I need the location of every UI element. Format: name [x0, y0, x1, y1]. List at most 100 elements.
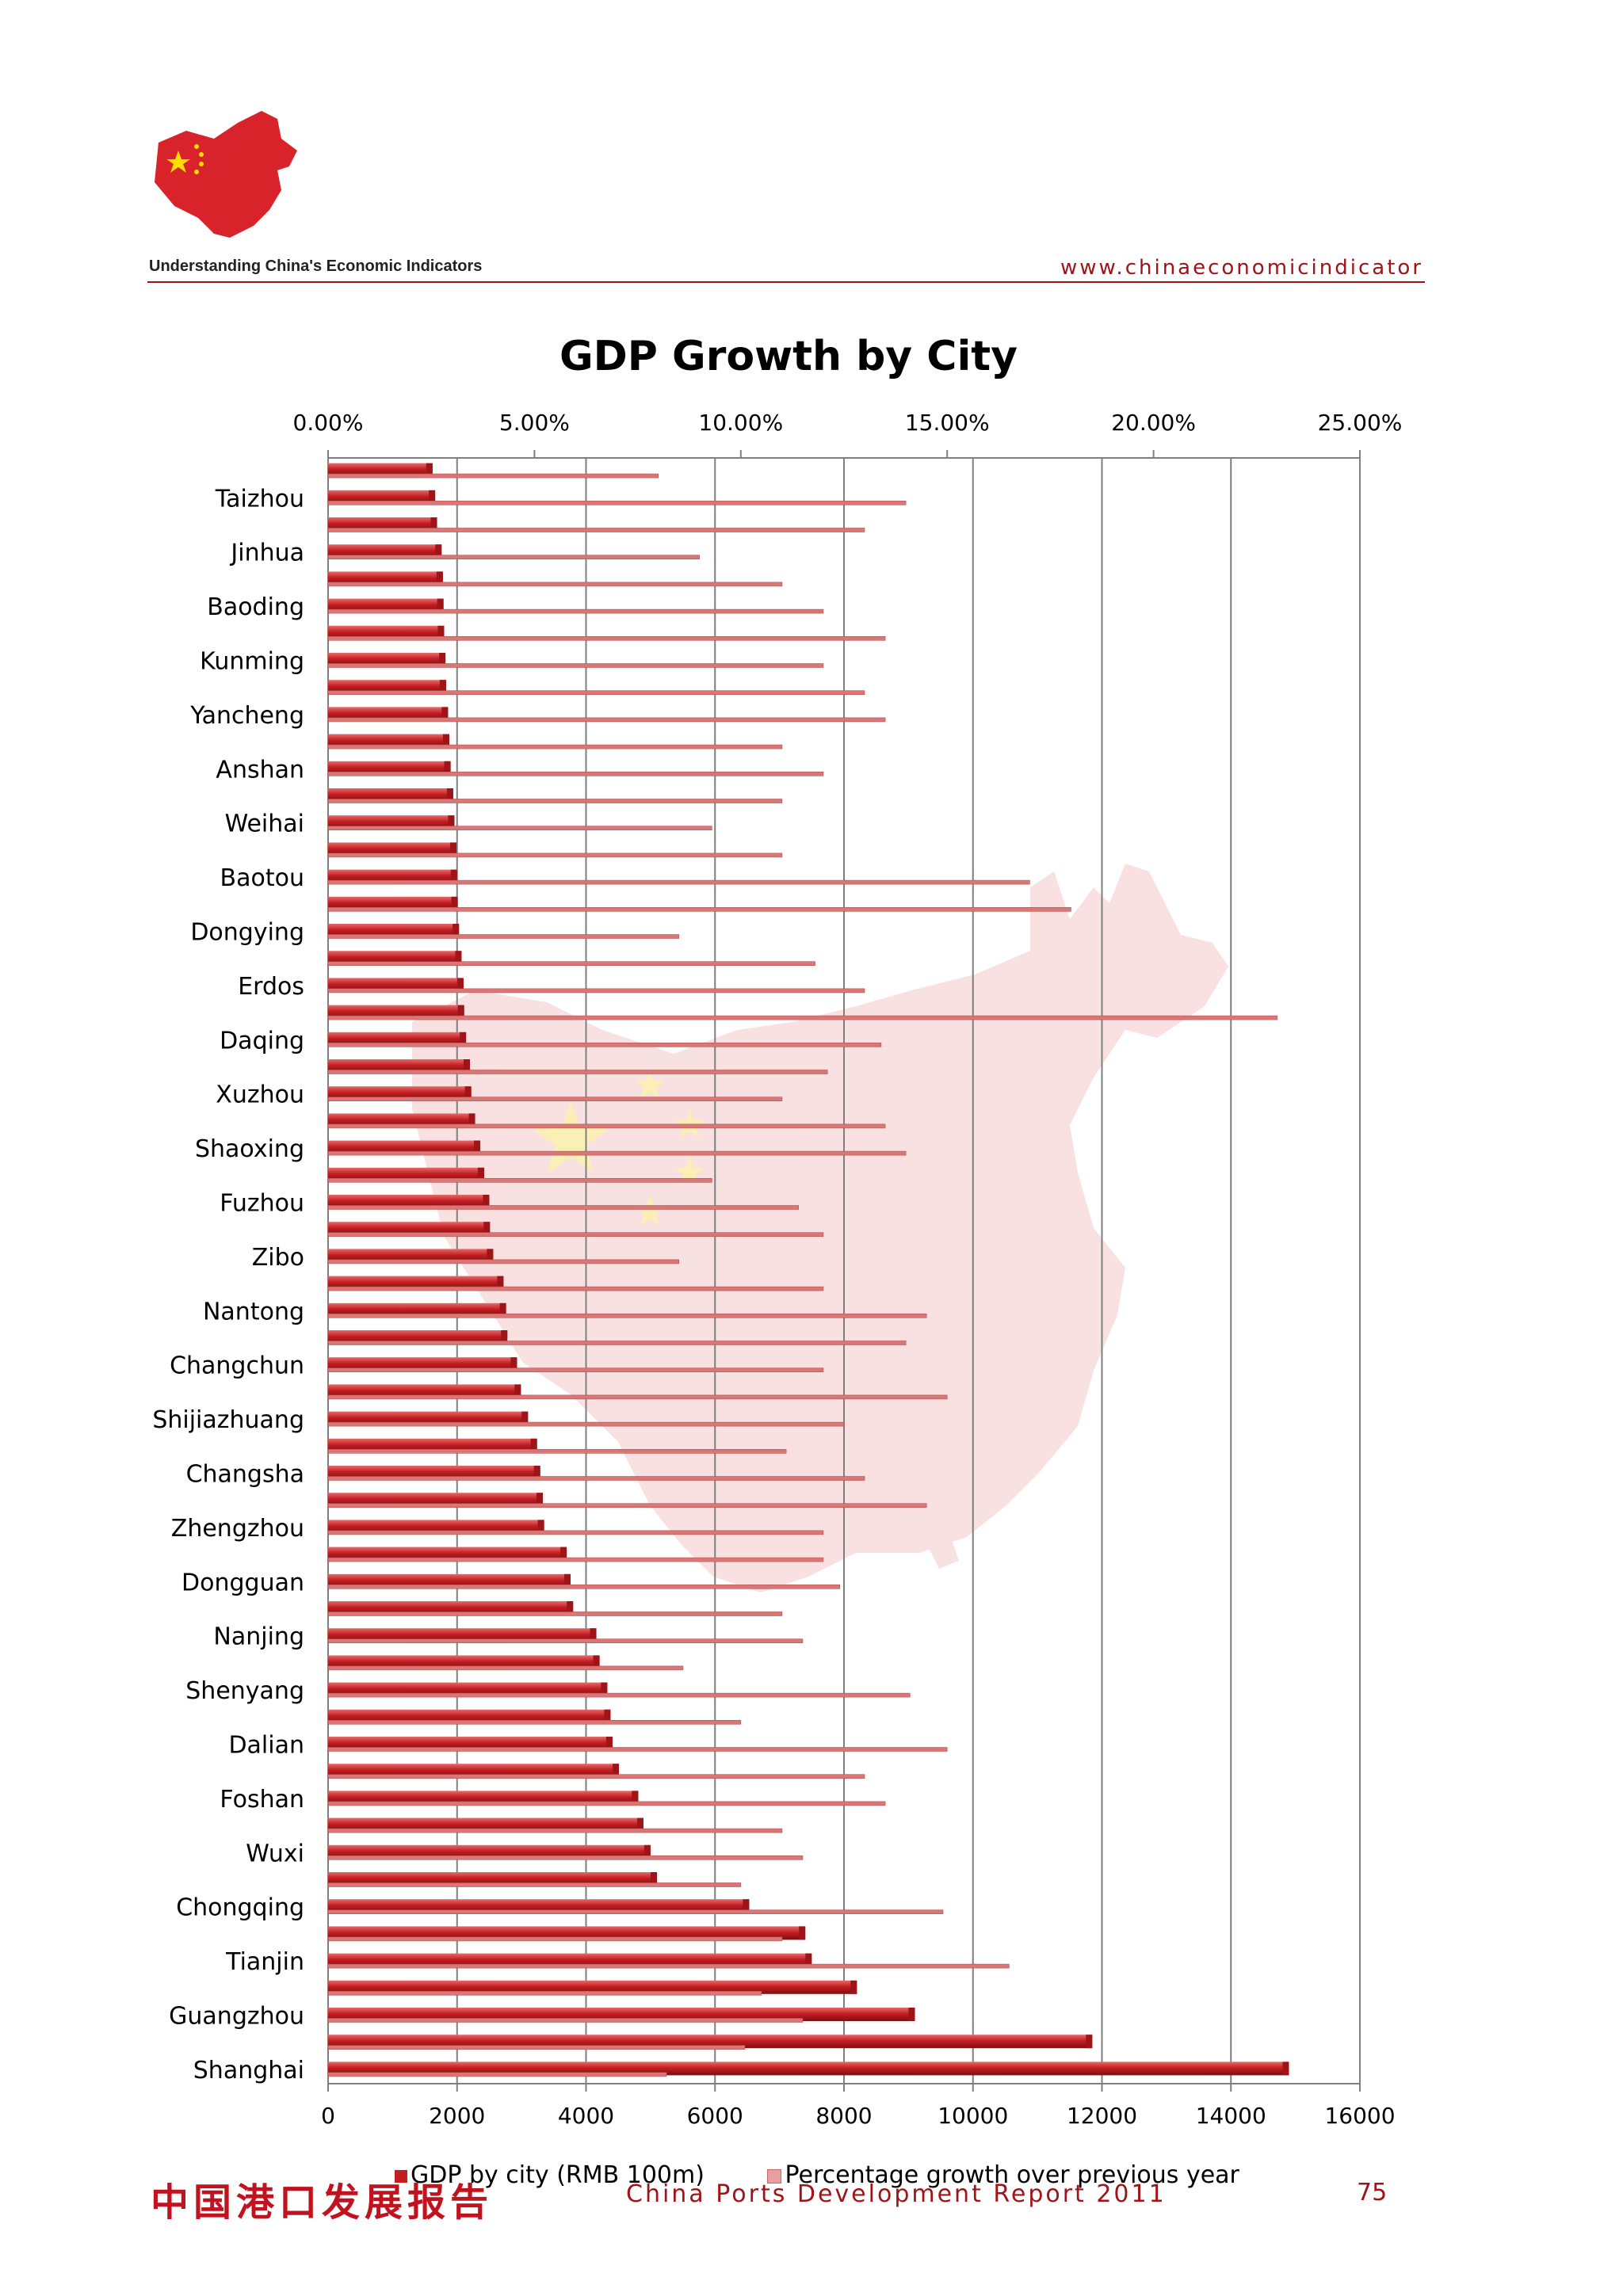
gdp-bar: [328, 680, 446, 694]
growth-bar: [327, 473, 659, 479]
gdp-bar-end-cap: [436, 571, 443, 585]
growth-bar: [327, 608, 824, 614]
gdp-bar: [328, 517, 437, 531]
gdp-bar: [328, 1737, 613, 1750]
flag-small-star-watermark: [635, 1196, 665, 1226]
chart-legend: GDP by city (RMB 100m) Percentage growth…: [395, 2161, 1295, 2189]
growth-bar: [327, 1178, 712, 1183]
growth-bar: [327, 1314, 927, 1318]
category-label: Shaoxing: [195, 1135, 304, 1163]
category-label: Nanjing: [213, 1623, 304, 1651]
gdp-bar-end-cap: [455, 951, 462, 965]
category-label: Shijiazhuang: [152, 1406, 304, 1434]
gdp-bar: [328, 1032, 467, 1046]
gdp-bar: [328, 2008, 915, 2021]
gdp-bar-end-cap: [805, 1953, 812, 1967]
gdp-bar: [328, 1059, 471, 1073]
gdp-bar: [328, 1926, 806, 1940]
gdp-bar-end-cap: [643, 1844, 651, 1859]
gdp-bar: [328, 761, 451, 775]
growth-bar: [327, 1720, 742, 1725]
legend-label-growth: Percentage growth over previous year: [785, 2161, 1239, 2189]
bottom-axis-tick-label: 8000: [815, 2103, 872, 2129]
gdp-bar: [328, 1276, 504, 1290]
growth-bar: [327, 2018, 804, 2023]
gdp-bar-end-cap: [483, 1222, 491, 1236]
gdp-bar-end-cap: [514, 1384, 521, 1398]
category-label: Baotou: [220, 864, 304, 892]
gdp-bar: [328, 653, 446, 666]
gdp-bar: [328, 1302, 506, 1317]
gdp-bar-end-cap: [435, 544, 442, 559]
growth-bar: [327, 1557, 824, 1562]
gdp-bar: [328, 1817, 643, 1832]
top-axis-tick-label: 5.00%: [499, 410, 570, 436]
gdp-bar: [328, 1573, 571, 1588]
gdp-bar: [328, 1167, 484, 1181]
growth-bar: [327, 1043, 882, 1047]
growth-bar: [327, 663, 824, 668]
growth-bar: [327, 690, 865, 696]
gdp-bar-end-cap: [604, 1709, 611, 1723]
gdp-bar: [328, 1384, 521, 1398]
gdp-bar-end-cap: [442, 734, 449, 748]
gdp-bar: [328, 1330, 508, 1344]
growth-bar: [327, 799, 783, 803]
growth-bar: [327, 1530, 824, 1535]
legend-swatch-growth: [767, 2168, 782, 2183]
gdp-bar-end-cap: [499, 1302, 506, 1317]
chart-title: GDP Growth by City: [559, 333, 1018, 380]
gdp-bar-end-cap: [651, 1872, 658, 1886]
gdp-bar-end-cap: [743, 1899, 750, 1913]
china-map-silhouette: [412, 864, 1228, 1592]
gdp-bar-end-cap: [483, 1195, 490, 1208]
growth-bar: [327, 500, 907, 505]
gdp-bar-end-cap: [497, 1276, 504, 1290]
growth-bar: [327, 2045, 746, 2050]
category-label: Guangzhou: [169, 2003, 304, 2031]
growth-bar: [327, 528, 865, 532]
gdp-bar-end-cap: [464, 1059, 471, 1073]
gdp-bar-end-cap: [437, 598, 444, 612]
category-label: Dalian: [228, 1732, 304, 1760]
legend-item-growth: Percentage growth over previous year: [767, 2161, 1239, 2189]
gdp-bar: [328, 2061, 1289, 2076]
category-label: Anshan: [216, 756, 304, 784]
category-label: Changchun: [170, 1352, 304, 1380]
gdp-bar: [328, 924, 460, 937]
growth-bar: [327, 1855, 804, 1860]
gdp-bar-end-cap: [613, 1764, 620, 1778]
growth-bar: [327, 961, 815, 966]
growth-bar: [327, 1123, 886, 1129]
gdp-bar: [328, 1709, 611, 1723]
gdp-bar: [328, 1628, 597, 1642]
gdp-bar-end-cap: [453, 924, 460, 937]
gdp-bar-end-cap: [464, 1086, 472, 1100]
gdp-bar: [328, 869, 457, 883]
bottom-axis-tick-label: 12000: [1067, 2103, 1137, 2129]
top-axis-tick-label: 25.00%: [1318, 410, 1403, 436]
gdp-bar: [328, 1899, 750, 1913]
gdp-bar-end-cap: [444, 761, 451, 775]
category-label: Dongying: [190, 919, 304, 947]
gdp-bar-end-cap: [530, 1438, 537, 1452]
category-label: Changsha: [186, 1461, 304, 1489]
header-website[interactable]: www.chinaeconomicindicator: [1060, 256, 1423, 280]
growth-bar: [327, 744, 783, 749]
gdp-bar: [328, 1844, 651, 1859]
gdp-bar-end-cap: [439, 653, 446, 666]
gdp-bar-end-cap: [450, 869, 457, 883]
gdp-bar-end-cap: [457, 1005, 464, 1019]
gdp-bar: [328, 1005, 464, 1019]
gdp-bar-end-cap: [537, 1520, 544, 1534]
growth-bar: [327, 988, 865, 994]
gdp-bar: [328, 490, 436, 504]
gdp-bar-end-cap: [477, 1167, 484, 1181]
category-label: Daqing: [220, 1027, 304, 1055]
gdp-bar: [328, 625, 445, 639]
growth-bar: [327, 1611, 783, 1616]
growth-bar: [327, 2072, 667, 2077]
gdp-bar-end-cap: [430, 517, 437, 531]
gdp-bar: [328, 1249, 494, 1263]
gdp-bar: [328, 1655, 600, 1669]
